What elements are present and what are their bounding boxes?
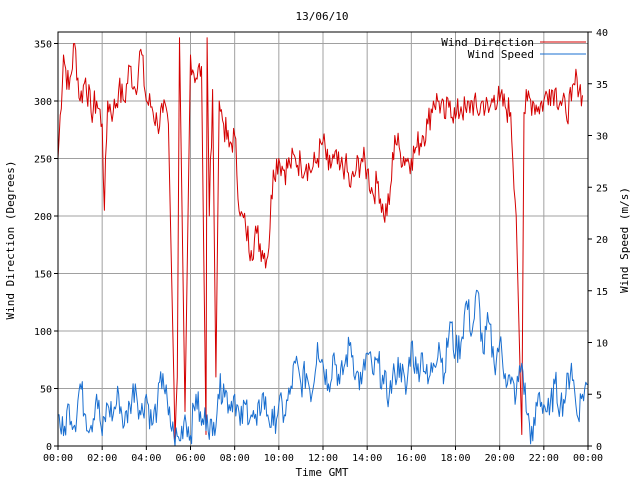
y-axis-right-label: Wind Speed (m/s) bbox=[618, 187, 631, 293]
x-tick-label: 00:00 bbox=[573, 453, 603, 464]
y-left-tick-label: 200 bbox=[34, 212, 52, 223]
y-left-tick-label: 0 bbox=[46, 442, 52, 453]
plot-border bbox=[57, 31, 589, 447]
y-right-tick-label: 30 bbox=[596, 132, 608, 143]
y-axis-left-label: Wind Direction (Degrees) bbox=[4, 161, 17, 320]
legend: Wind Direction Wind Speed bbox=[441, 36, 586, 61]
series-layer bbox=[57, 37, 589, 447]
legend-label-wind-speed: Wind Speed bbox=[468, 48, 534, 61]
x-tick-label: 14:00 bbox=[352, 453, 382, 464]
chart-title: 13/06/10 bbox=[296, 10, 349, 23]
x-tick-label: 08:00 bbox=[220, 453, 250, 464]
x-tick-label: 22:00 bbox=[529, 453, 559, 464]
y-right-tick-label: 20 bbox=[596, 235, 608, 246]
x-tick-label: 06:00 bbox=[175, 453, 205, 464]
y-right-tick-label: 10 bbox=[596, 339, 608, 350]
y-right-tick-label: 0 bbox=[596, 442, 602, 453]
x-tick-label: 18:00 bbox=[440, 453, 470, 464]
y-right-tick-label: 40 bbox=[596, 28, 608, 39]
y-left-tick-label: 300 bbox=[34, 97, 52, 108]
plot-frame bbox=[54, 31, 592, 450]
legend-label-wind-direction: Wind Direction bbox=[441, 36, 534, 49]
x-tick-label: 16:00 bbox=[396, 453, 426, 464]
y-right-tick-label: 15 bbox=[596, 287, 608, 298]
x-tick-label: 02:00 bbox=[87, 453, 117, 464]
series-line-wind-direction bbox=[57, 37, 583, 441]
y-left-tick-label: 250 bbox=[34, 155, 52, 166]
x-tick-label: 00:00 bbox=[43, 453, 73, 464]
x-tick-label: 04:00 bbox=[131, 453, 161, 464]
y-left-tick-label: 50 bbox=[40, 385, 52, 396]
y-left-tick-label: 150 bbox=[34, 270, 52, 281]
x-tick-label: 10:00 bbox=[264, 453, 294, 464]
x-tick-label: 12:00 bbox=[308, 453, 338, 464]
y-right-tick-label: 35 bbox=[596, 80, 608, 91]
y-right-tick-label: 25 bbox=[596, 183, 608, 194]
y-left-tick-label: 350 bbox=[34, 40, 52, 51]
series-line-wind-speed bbox=[57, 289, 589, 447]
y-right-tick-label: 5 bbox=[596, 390, 602, 401]
x-tick-label: 20:00 bbox=[485, 453, 515, 464]
tick-labels: 00:00 02:00 04:00 06:00 08:00 10:00 12:00 14:00… bbox=[34, 28, 608, 464]
y-left-tick-label: 100 bbox=[34, 327, 52, 338]
x-axis-label: Time GMT bbox=[296, 466, 349, 479]
